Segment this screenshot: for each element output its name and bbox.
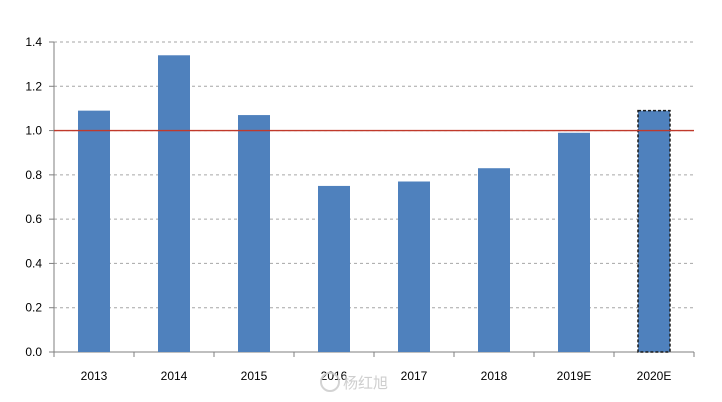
bar: [478, 168, 510, 352]
axes: [49, 41, 695, 357]
bar: [158, 55, 190, 353]
y-tick-label: 1.0: [25, 124, 42, 138]
bar: [238, 115, 270, 352]
bar: [398, 181, 430, 352]
weibo-logo-icon: [320, 372, 340, 392]
y-tick-label: 0.8: [25, 168, 42, 182]
y-tick-labels: 0.0 0.2 0.4 0.6 0.8 1.0 1.2 1.4: [25, 35, 42, 359]
bars: [78, 55, 671, 353]
bar: [558, 132, 590, 352]
watermark: 杨红旭: [320, 372, 388, 393]
y-tick-label: 1.4: [25, 35, 42, 49]
x-tick-label: 2018: [481, 369, 508, 383]
y-tick-label: 1.2: [25, 79, 42, 93]
bar: [318, 185, 350, 352]
bar-estimated: [637, 109, 671, 353]
x-tick-label: 2013: [81, 369, 108, 383]
bar: [78, 110, 110, 353]
x-tick-label: 2017: [401, 369, 428, 383]
y-tick-label: 0.6: [25, 212, 42, 226]
y-tick-label: 0.0: [25, 345, 42, 359]
y-tick-label: 0.2: [25, 301, 42, 315]
gridlines: [54, 41, 694, 309]
x-tick-label: 2014: [161, 369, 188, 383]
x-tick-label: 2019E: [557, 369, 592, 383]
x-tick-labels: 2013 2014 2015 2016 2017 2018 2019E 2020E: [81, 369, 672, 383]
x-tick-label: 2020E: [637, 369, 672, 383]
y-tick-label: 0.4: [25, 256, 42, 270]
watermark-text: 杨红旭: [343, 374, 389, 392]
x-tick-label: 2015: [241, 369, 268, 383]
